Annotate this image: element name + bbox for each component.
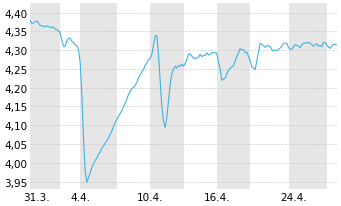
Bar: [217, 4, 250, 189]
Bar: [30, 4, 60, 189]
Bar: [150, 4, 183, 189]
Bar: [288, 4, 327, 189]
Bar: [80, 4, 117, 189]
